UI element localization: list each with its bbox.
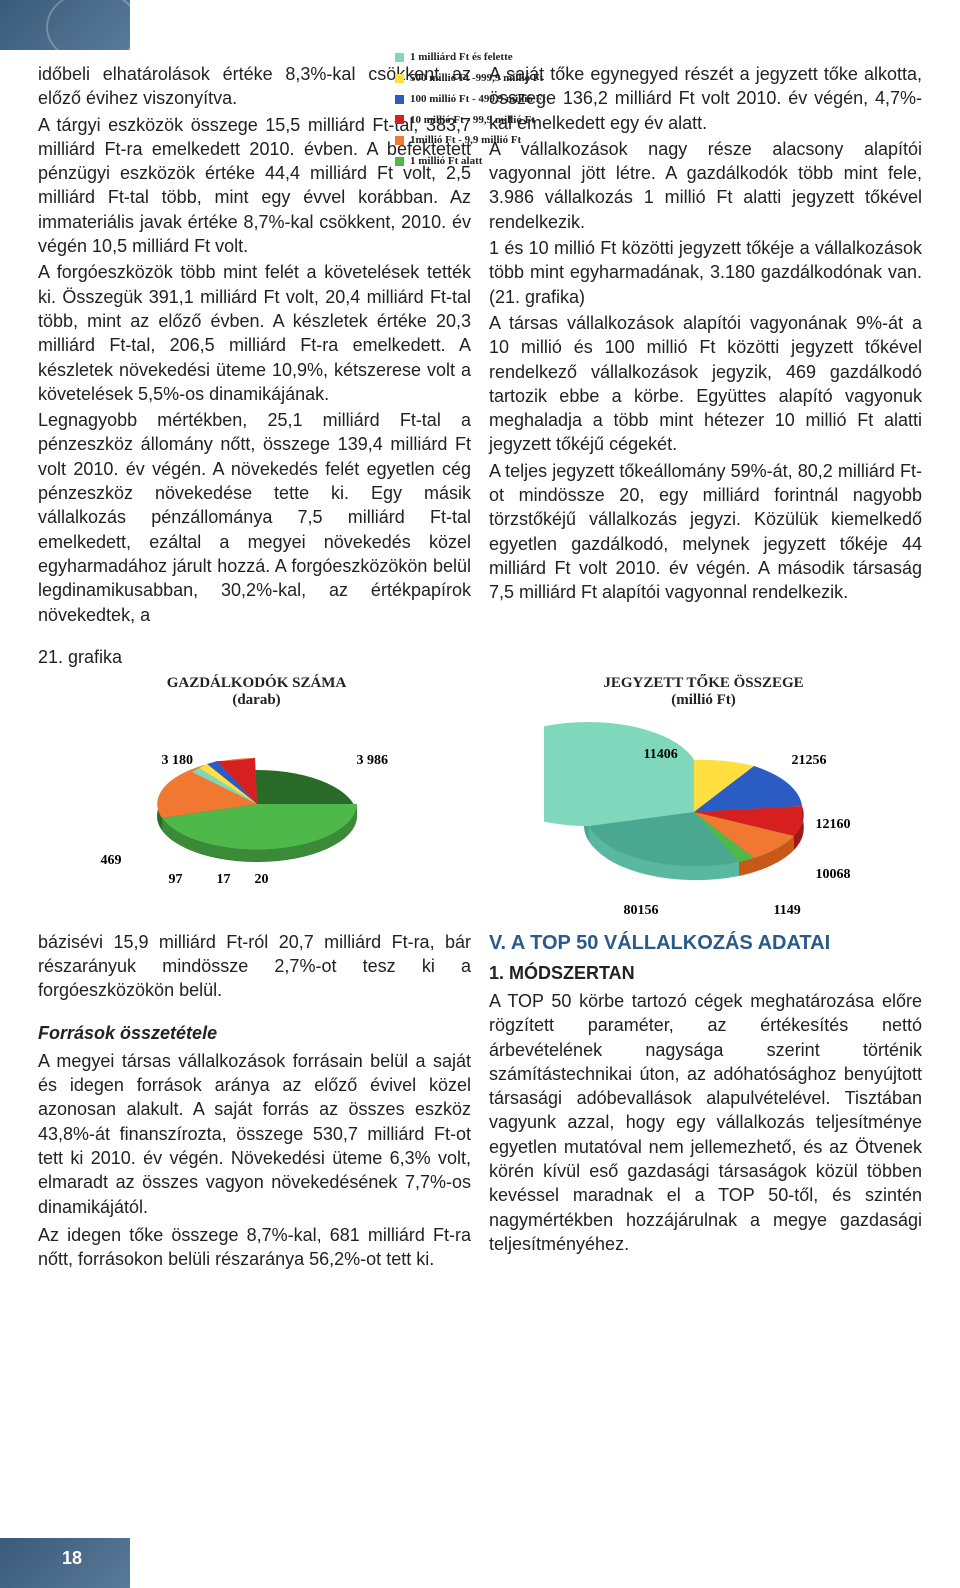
lb-subhead: Források összetétele (38, 1021, 471, 1045)
cl-title-2: (darab) (232, 692, 280, 708)
legend: 1 milliárd Ft és felette 500 millió Ft -9… (395, 50, 565, 175)
col-right-bottom: V. A TOP 50 VÁLLALKOZÁS ADATAI 1. MÓDSZE… (489, 930, 922, 1276)
chart-right-title: JEGYZETT TŐKE ÖSSZEGE (millió Ft) (485, 675, 922, 710)
cl-val-3986: 3 986 (357, 752, 389, 771)
cr-val-10068: 10068 (816, 866, 851, 885)
legend-text: 500 millió Ft -999,9 millió Ft (410, 71, 543, 86)
chart-jegyzett-toke: JEGYZETT TŐKE ÖSSZEGE (millió Ft) (485, 675, 922, 916)
cr-val-1149: 1149 (774, 902, 801, 921)
lt-p3: A forgóeszközök több mint felét a követe… (38, 260, 471, 406)
grafika-label: 21. grafika (0, 635, 960, 673)
rb-p1: A TOP 50 körbe tartozó cégek meghatározá… (489, 989, 922, 1256)
legend-text: 1 millió Ft alatt (410, 154, 482, 169)
legend-swatch (395, 74, 404, 83)
legend-swatch (395, 157, 404, 166)
lb-p3: Az idegen tőke összege 8,7%-kal, 681 mil… (38, 1223, 471, 1272)
cr-title-1: JEGYZETT TŐKE ÖSSZEGE (603, 675, 803, 691)
lb-p1: bázisévi 15,9 milliárd Ft-ról 20,7 milli… (38, 930, 471, 1003)
legend-item: 500 millió Ft -999,9 millió Ft (395, 71, 565, 86)
rt-p4: A társas vállalkozások alapítói vagyonán… (489, 311, 922, 457)
charts-row: GAZDÁLKODÓK SZÁMA (darab) (0, 673, 960, 916)
chart-gazdalkodok: GAZDÁLKODÓK SZÁMA (darab) (38, 675, 475, 916)
cl-title-1: GAZDÁLKODÓK SZÁMA (167, 675, 347, 691)
cl-val-469: 469 (101, 852, 122, 871)
cl-val-3180: 3 180 (162, 752, 194, 771)
legend-swatch (395, 115, 404, 124)
rb-sub: 1. MÓDSZERTAN (489, 961, 922, 985)
lt-p4: Legnagyobb mértékben, 25,1 milliárd Ft-t… (38, 408, 471, 627)
legend-item: 1 millió Ft alatt (395, 154, 565, 169)
cr-val-21256: 21256 (792, 752, 827, 771)
cl-val-97: 97 (169, 871, 183, 890)
chart-left-title: GAZDÁLKODÓK SZÁMA (darab) (38, 675, 475, 710)
legend-swatch (395, 136, 404, 145)
legend-swatch (395, 95, 404, 104)
cl-val-17: 17 (217, 871, 231, 890)
rt-p3: 1 és 10 millió Ft közötti jegyzett tőkéj… (489, 236, 922, 309)
legend-text: 1millió Ft - 9,9 millió Ft (410, 133, 521, 148)
bottom-columns: bázisévi 15,9 milliárd Ft-ról 20,7 milli… (0, 916, 960, 1276)
cr-title-2: (millió Ft) (671, 692, 736, 708)
legend-text: 10 millió Ft - 99,9 millió Ft (410, 113, 535, 128)
cr-val-12160: 12160 (816, 816, 851, 835)
lb-p2: A megyei társas vállalkozások forrásain … (38, 1049, 471, 1219)
legend-text: 1 milliárd Ft és felette (410, 50, 513, 65)
legend-text: 100 millió Ft - 499,9 millió Ft (410, 92, 546, 107)
cr-val-11406: 11406 (644, 746, 678, 765)
page-number: 18 (62, 1546, 82, 1570)
pie-left-svg (107, 716, 407, 886)
col-left-bottom: bázisévi 15,9 milliárd Ft-ról 20,7 milli… (38, 930, 471, 1276)
cl-val-20: 20 (255, 871, 269, 890)
legend-item: 100 millió Ft - 499,9 millió Ft (395, 92, 565, 107)
legend-item: 1 milliárd Ft és felette (395, 50, 565, 65)
header-decoration (0, 0, 130, 50)
legend-swatch (395, 53, 404, 62)
legend-item: 10 millió Ft - 99,9 millió Ft (395, 113, 565, 128)
cr-val-80156: 80156 (624, 902, 659, 921)
rb-title: V. A TOP 50 VÁLLALKOZÁS ADATAI (489, 930, 922, 957)
rt-p5: A teljes jegyzett tőkeállomány 59%-át, 8… (489, 459, 922, 605)
legend-item: 1millió Ft - 9,9 millió Ft (395, 133, 565, 148)
